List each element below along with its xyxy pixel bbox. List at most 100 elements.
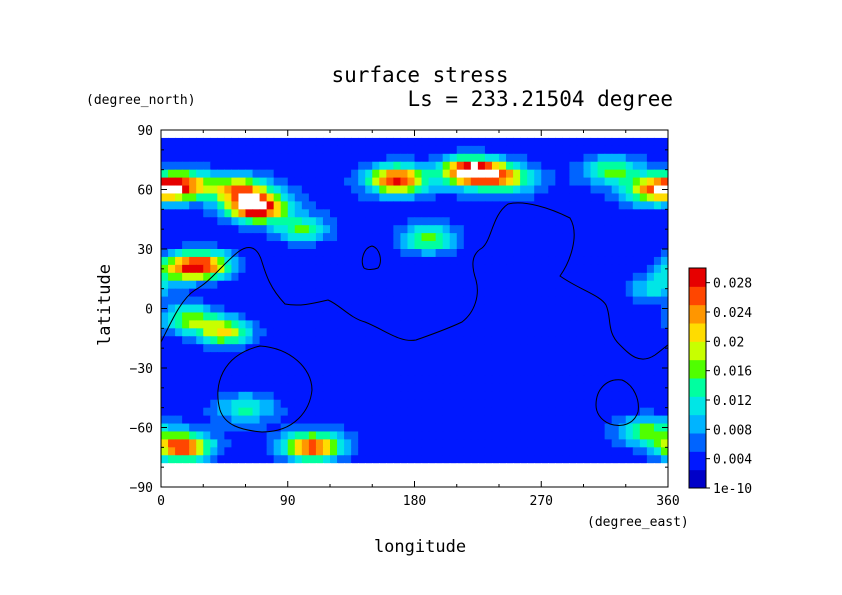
heatmap-cell	[583, 344, 592, 353]
heatmap-cell	[604, 264, 613, 274]
heatmap-cell	[534, 415, 542, 425]
heatmap-cell	[231, 439, 240, 448]
heatmap-cell	[421, 130, 430, 139]
heatmap-cell	[456, 383, 465, 393]
heatmap-cell	[217, 177, 225, 187]
heatmap-cell	[351, 344, 359, 353]
heatmap-cell	[569, 407, 578, 417]
heatmap-cell	[273, 399, 282, 409]
heatmap-cell	[590, 471, 599, 480]
heatmap-cell	[386, 463, 394, 472]
heatmap-cell	[590, 479, 599, 487]
heatmap-cell	[653, 423, 662, 433]
heatmap-cell	[393, 130, 402, 139]
heatmap-cell	[330, 328, 338, 337]
heatmap-cell	[400, 407, 409, 417]
heatmap-cell	[400, 352, 409, 361]
heatmap-cell	[513, 249, 521, 258]
heatmap-cell	[611, 328, 620, 337]
heatmap-cell	[266, 225, 275, 234]
heatmap-cell	[576, 407, 585, 417]
heatmap-cell	[484, 383, 493, 393]
heatmap-cell	[365, 177, 373, 187]
heatmap-cell	[477, 423, 486, 433]
heatmap-cell	[266, 423, 275, 433]
heatmap-cell	[541, 312, 549, 321]
heatmap-cell	[189, 352, 197, 361]
heatmap-cell	[344, 415, 352, 425]
heatmap-cell	[238, 161, 247, 171]
heatmap-cell	[583, 304, 592, 314]
heatmap-cell	[337, 296, 345, 306]
heatmap-cell	[653, 455, 662, 464]
heatmap-cell	[301, 344, 310, 353]
heatmap-cell	[611, 288, 620, 298]
heatmap-cell	[393, 161, 402, 171]
heatmap-cell	[238, 169, 247, 179]
heatmap-cell	[308, 455, 317, 464]
heatmap-cell	[477, 447, 486, 456]
heatmap-cell	[576, 399, 585, 409]
heatmap-cell	[266, 296, 275, 306]
heatmap-cell	[203, 137, 211, 147]
heatmap-cell	[393, 280, 402, 290]
heatmap-cell	[506, 455, 514, 464]
heatmap-cell	[386, 241, 394, 250]
heatmap-cell	[506, 360, 514, 369]
heatmap-cell	[301, 217, 310, 226]
heatmap-cell	[224, 241, 233, 250]
heatmap-cell	[463, 169, 472, 179]
heatmap-cell	[238, 336, 247, 345]
heatmap-cell	[294, 352, 303, 361]
heatmap-cell	[463, 145, 472, 155]
heatmap-cell	[337, 137, 345, 147]
heatmap-cell	[456, 177, 465, 187]
heatmap-cell	[435, 375, 444, 385]
heatmap-cell	[273, 375, 282, 385]
heatmap-cell	[477, 352, 486, 361]
heatmap-cell	[639, 463, 648, 472]
heatmap-cell	[513, 217, 521, 226]
colorbar-swatch	[689, 323, 706, 342]
heatmap-cell	[386, 383, 394, 393]
heatmap-cell	[527, 312, 535, 321]
heatmap-cell	[449, 280, 458, 290]
heatmap-cell	[322, 336, 331, 345]
heatmap-cell	[245, 328, 254, 337]
heatmap-cell	[168, 375, 176, 385]
heatmap-cell	[168, 368, 176, 377]
heatmap-cell	[470, 185, 479, 195]
heatmap-cell	[337, 288, 345, 298]
heatmap-cell	[527, 137, 535, 147]
heatmap-cell	[456, 304, 465, 314]
heatmap-cell	[168, 233, 176, 242]
heatmap-cell	[231, 272, 240, 282]
heatmap-cell	[273, 415, 282, 425]
heatmap-cell	[442, 272, 451, 282]
heatmap-cell	[569, 280, 578, 290]
heatmap-cell	[449, 272, 458, 282]
heatmap-cell	[315, 336, 324, 345]
heatmap-cell	[217, 256, 225, 266]
heatmap-cell	[365, 431, 373, 440]
heatmap-cell	[576, 137, 585, 147]
heatmap-cell	[168, 217, 176, 226]
heatmap-cell	[245, 439, 254, 448]
heatmap-cell	[590, 249, 599, 258]
heatmap-cell	[569, 256, 578, 266]
heatmap-cell	[499, 169, 507, 179]
heatmap-cell	[435, 256, 444, 266]
heatmap-cell	[196, 383, 204, 393]
heatmap-cell	[597, 185, 606, 195]
heatmap-cell	[414, 169, 423, 179]
heatmap-cell	[365, 423, 373, 433]
heatmap-cell	[245, 272, 254, 282]
heatmap-cell	[611, 193, 620, 202]
heatmap-cell	[315, 415, 324, 425]
heatmap-cell	[407, 447, 416, 456]
heatmap-cell	[491, 368, 500, 377]
heatmap-cell	[308, 399, 317, 409]
heatmap-cell	[189, 296, 197, 306]
heatmap-cell	[555, 352, 563, 361]
heatmap-cell	[252, 352, 261, 361]
